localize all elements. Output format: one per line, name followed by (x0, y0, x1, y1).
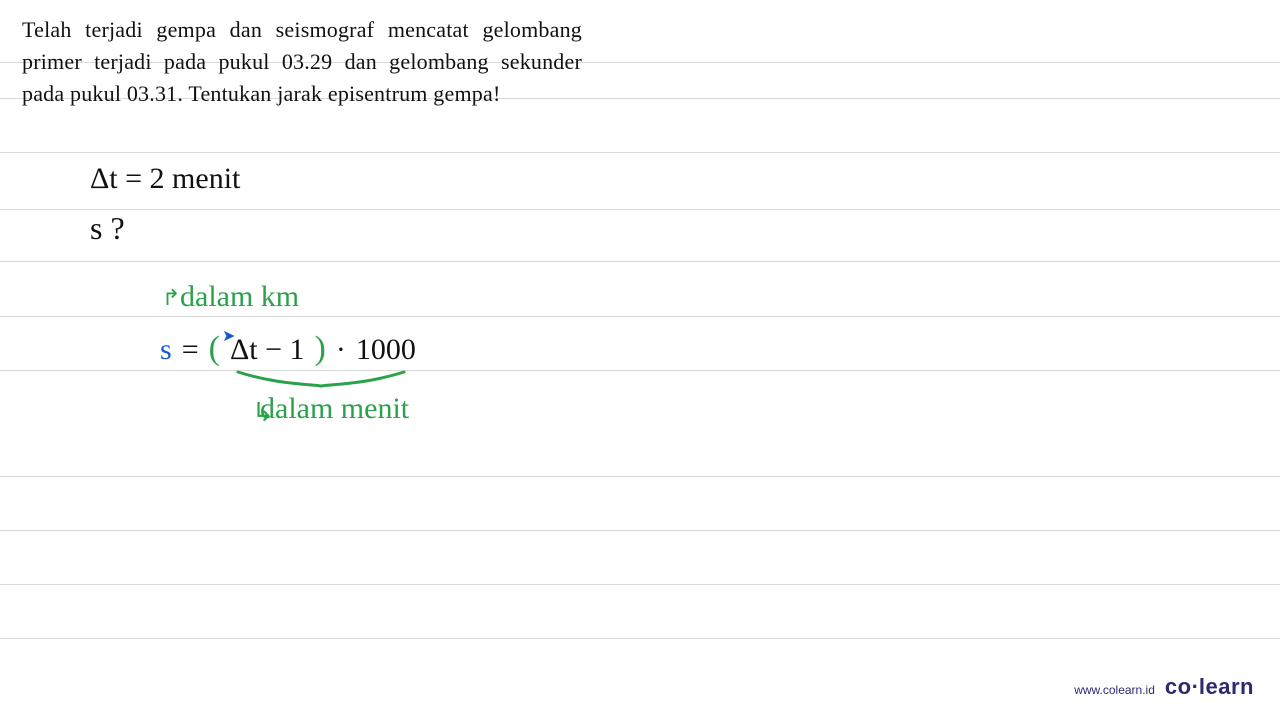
ruled-line (0, 530, 1280, 531)
ruled-line (0, 638, 1280, 639)
footer-brand: co·learn (1165, 674, 1254, 700)
brand-dot-icon: · (1192, 674, 1199, 699)
ruled-line (0, 209, 1280, 210)
unknown-s: s ? (90, 210, 125, 247)
formula-rparen: ) (314, 330, 325, 368)
ruled-line (0, 152, 1280, 153)
annotation-dalam-menit: dalam menit (260, 392, 409, 426)
formula-dot: · (336, 333, 346, 367)
ruled-line (0, 476, 1280, 477)
formula-dt-minus-1: Δt − 1 (230, 333, 305, 367)
annotation-dalam-km: dalam km (180, 280, 299, 314)
question-text: Telah terjadi gempa dan seismograf menca… (22, 14, 582, 110)
ruled-line (0, 584, 1280, 585)
formula-equals: = (182, 333, 199, 367)
arrow-up-icon: ↱ (162, 285, 180, 311)
formula-lparen: ( (209, 330, 220, 368)
footer: www.colearn.id co·learn (1074, 674, 1254, 700)
ruled-line (0, 261, 1280, 262)
given-delta-t: Δt = 2 menit (90, 162, 240, 196)
ruled-line (0, 316, 1280, 317)
footer-url: www.colearn.id (1074, 683, 1155, 697)
under-brace-icon (236, 370, 406, 388)
brand-left: co (1165, 674, 1192, 699)
ruled-line (0, 370, 1280, 371)
brand-right: learn (1199, 674, 1254, 699)
formula-s: s (160, 333, 172, 367)
epicenter-formula: s = ( Δt − 1 ) · 1000 (160, 330, 416, 368)
formula-1000: 1000 (356, 333, 416, 367)
